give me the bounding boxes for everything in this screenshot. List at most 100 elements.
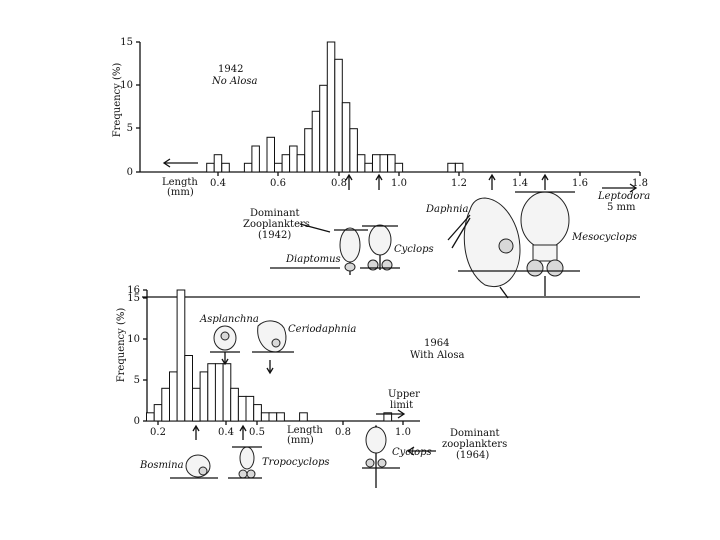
x-tick-label-1942-5: 1.4 — [512, 178, 528, 189]
x-ticks-1942: 0.4 0.6 0.8 1.0 1.2 1.4 1.6 1.8 — [210, 172, 648, 189]
histogram-bar-1964-2 — [161, 387, 171, 422]
y-tick-label-1942-0: 0 — [127, 167, 133, 178]
y-tick-label-1942-3: 15 — [120, 37, 133, 48]
mean-size-arrows-1942 — [345, 173, 549, 190]
x-tick-label-1942-4: 1.2 — [451, 178, 467, 189]
x-tick-label-1942-6: 1.6 — [572, 178, 588, 189]
histogram-bar-1964-18 — [299, 412, 308, 422]
y-ticks-1942: 0 5 10 15 — [120, 37, 140, 178]
x-tick-label-1964-4: 1.0 — [395, 427, 411, 438]
histogram-bar-1942-17 — [356, 154, 366, 173]
histogram-bar-1942-1 — [213, 154, 223, 173]
leptodora-label: Leptodora — [597, 191, 650, 202]
upper-limit-arrowhead — [397, 409, 406, 419]
dominant-1964-line2: zooplankters — [442, 439, 507, 450]
histogram-bar-1942-10 — [304, 128, 313, 173]
cyclops-drawing-1964 — [362, 426, 400, 488]
histogram-bar-1942-23 — [447, 162, 456, 173]
condition-1964: With Alosa — [410, 350, 465, 361]
diaptomus-label: Diaptomus — [285, 254, 341, 265]
length-label-1942: Length — [162, 177, 198, 188]
diaptomus-drawing — [334, 227, 368, 275]
histogram-bar-1942-11 — [311, 110, 321, 173]
histogram-bar-1964-19 — [383, 412, 393, 422]
histogram-bar-1942-22 — [394, 162, 404, 173]
histogram-bar-1942-12 — [319, 84, 328, 173]
length-unit-1942: (mm) — [167, 187, 194, 198]
upper-limit-line1: Upper — [388, 389, 420, 400]
histogram-bar-1964-15 — [260, 412, 270, 422]
histogram-bar-1942-4 — [251, 145, 260, 173]
bars-1964 — [146, 289, 393, 422]
histogram-bar-1942-7 — [281, 154, 291, 173]
histogram-bar-1964-6 — [192, 387, 201, 422]
histogram-bar-1964-14 — [253, 404, 262, 422]
dominant-1942-pointer — [299, 223, 331, 233]
dominant-1942-line1: Dominant — [250, 208, 300, 219]
y-tick-label-1942-2: 10 — [120, 80, 133, 91]
dominant-1942-line3: (1942) — [258, 230, 291, 241]
y-label-1964: Frequency (%) — [116, 308, 127, 383]
upper-limit-line2: limit — [390, 400, 413, 411]
y-tick-label-1964-4: 16 — [127, 285, 140, 296]
histogram-bar-1942-14 — [334, 58, 343, 173]
year-1942: 1942 — [218, 64, 243, 75]
ceriodaphnia-label: Ceriodaphnia — [288, 324, 356, 335]
histogram-bar-1964-16 — [268, 412, 278, 422]
daphnia-label: Daphnia — [425, 204, 468, 215]
bosmina-drawing — [170, 454, 218, 479]
histogram-bar-1942-21 — [387, 154, 396, 173]
histogram-bar-1942-13 — [326, 41, 336, 173]
tropocyclops-drawing — [228, 446, 262, 479]
condition-1942: No Alosa — [211, 76, 258, 87]
histogram-bar-1964-0 — [146, 412, 155, 422]
x-tick-label-1964-3: 0.8 — [335, 427, 351, 438]
length-label-1964: Length — [287, 425, 323, 436]
histogram-bar-1942-24 — [454, 162, 464, 173]
histogram-bar-1942-19 — [372, 154, 381, 173]
y-tick-label-1964-3: 15 — [127, 293, 140, 304]
histogram-bar-1964-11 — [230, 387, 239, 422]
histogram-bar-1964-9 — [214, 363, 224, 422]
histogram-bar-1964-13 — [245, 395, 255, 422]
x-tick-label-1964-1: 0.4 — [218, 427, 234, 438]
length-arrowhead-1942 — [162, 158, 171, 168]
y-label-1942: Frequency (%) — [112, 63, 123, 138]
y-tick-label-1964-1: 5 — [134, 375, 140, 386]
x-tick-label-1942-2: 0.8 — [331, 178, 347, 189]
year-1964: 1964 — [424, 338, 449, 349]
asplanchna-drawing — [210, 325, 240, 366]
cyclops-drawing-1942 — [362, 224, 398, 271]
histogram-bar-1964-12 — [237, 395, 247, 422]
histogram-bar-1942-0 — [206, 162, 215, 173]
histogram-bar-1942-8 — [289, 145, 298, 173]
histogram-bar-1964-1 — [153, 404, 163, 422]
histogram-bar-1964-5 — [184, 355, 194, 422]
panel-1942: Frequency (%) 0 5 10 15 0.4 0.6 0.8 1.0 1.2 1.4 1… — [112, 37, 650, 299]
mesocyclops-drawing — [515, 191, 575, 296]
histogram-bar-1964-10 — [222, 363, 232, 422]
leptodora-arrowhead — [629, 183, 638, 193]
x-tick-label-1964-0: 0.2 — [150, 427, 166, 438]
x-tick-label-1942-7: 1.8 — [632, 178, 648, 189]
histogram-bar-1964-4 — [176, 289, 186, 422]
x-tick-label-1964-2: 0.5 — [249, 427, 265, 438]
cyclops-label-1942: Cyclops — [394, 244, 434, 255]
histogram-bar-1942-18 — [364, 162, 373, 173]
x-tick-label-1942-1: 0.6 — [270, 178, 286, 189]
histogram-bar-1942-2 — [221, 162, 230, 173]
dominant-1942-line2: Zooplankters — [243, 219, 310, 230]
dominant-1964-line3: (1964) — [456, 450, 489, 461]
daphnia-drawing — [447, 197, 521, 299]
dominant-1964-arrowhead — [406, 446, 415, 456]
histogram-bar-1964-17 — [276, 412, 285, 422]
length-unit-1964: (mm) — [287, 435, 314, 446]
leptodora-size: 5 mm — [607, 202, 636, 213]
y-tick-label-1964-2: 10 — [127, 334, 140, 345]
histogram-bar-1942-15 — [341, 102, 351, 173]
asplanchna-label: Asplanchna — [199, 314, 259, 325]
cyclops-label-1964: Cyclops — [392, 447, 432, 458]
